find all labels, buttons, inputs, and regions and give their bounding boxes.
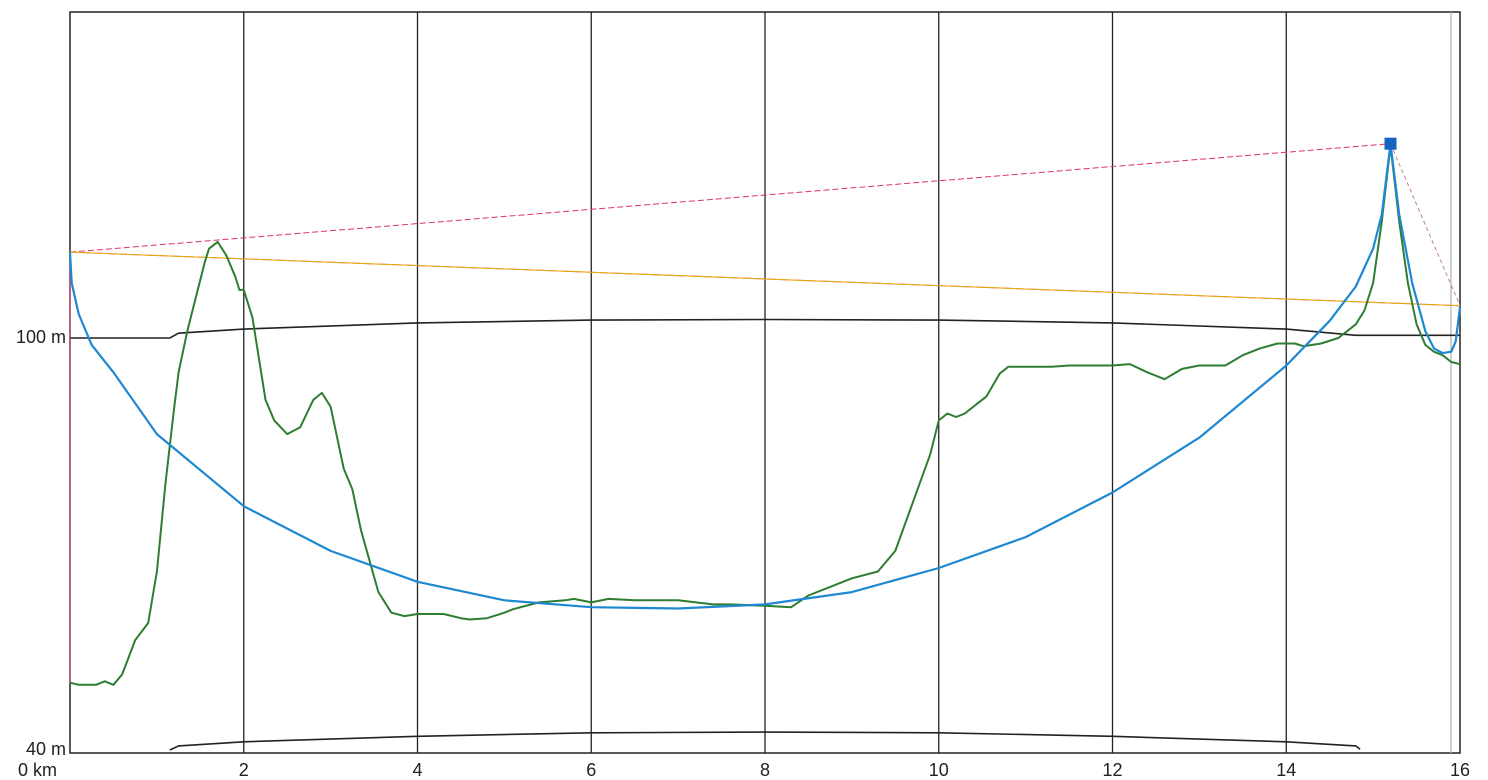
antenna-marker: [1384, 137, 1397, 150]
y-tick-label-40: 40 m: [26, 739, 66, 759]
line-of-sight-lines: [69, 143, 1461, 683]
upper-curvature-line: [70, 318, 1460, 339]
earth-curvature-curves: [70, 318, 1460, 751]
x-tick-label-4: 4: [412, 760, 422, 780]
fresnel-zone-curve: [68, 142, 1462, 610]
profile-series: [68, 142, 1462, 686]
x-tick-label-6: 6: [586, 760, 596, 780]
x-tick-label-10: 10: [929, 760, 949, 780]
line-of-sight-1: [69, 143, 1391, 253]
vertical-grid-lines: [243, 12, 1287, 753]
x-tick-label-8: 8: [760, 760, 770, 780]
x-axis-tick-labels: 0 km 2 4 6 8 10 12 14 16: [18, 760, 1470, 780]
lower-curvature-line: [169, 731, 1361, 751]
x-tick-label-14: 14: [1276, 760, 1296, 780]
x-tick-label-2: 2: [239, 760, 249, 780]
y-tick-label-100: 100 m: [16, 327, 66, 347]
x-tick-label-12: 12: [1102, 760, 1122, 780]
antenna-square-marker: [1384, 137, 1397, 150]
line-of-sight-3: [69, 251, 1461, 307]
marker-descent-line: [1390, 143, 1461, 306]
x-tick-label-16: 16: [1450, 760, 1470, 780]
y-axis-tick-labels: 100 m 40 m: [16, 327, 66, 759]
terrain-profile-line: [69, 144, 1461, 686]
x-tick-label-0: 0 km: [18, 760, 57, 780]
